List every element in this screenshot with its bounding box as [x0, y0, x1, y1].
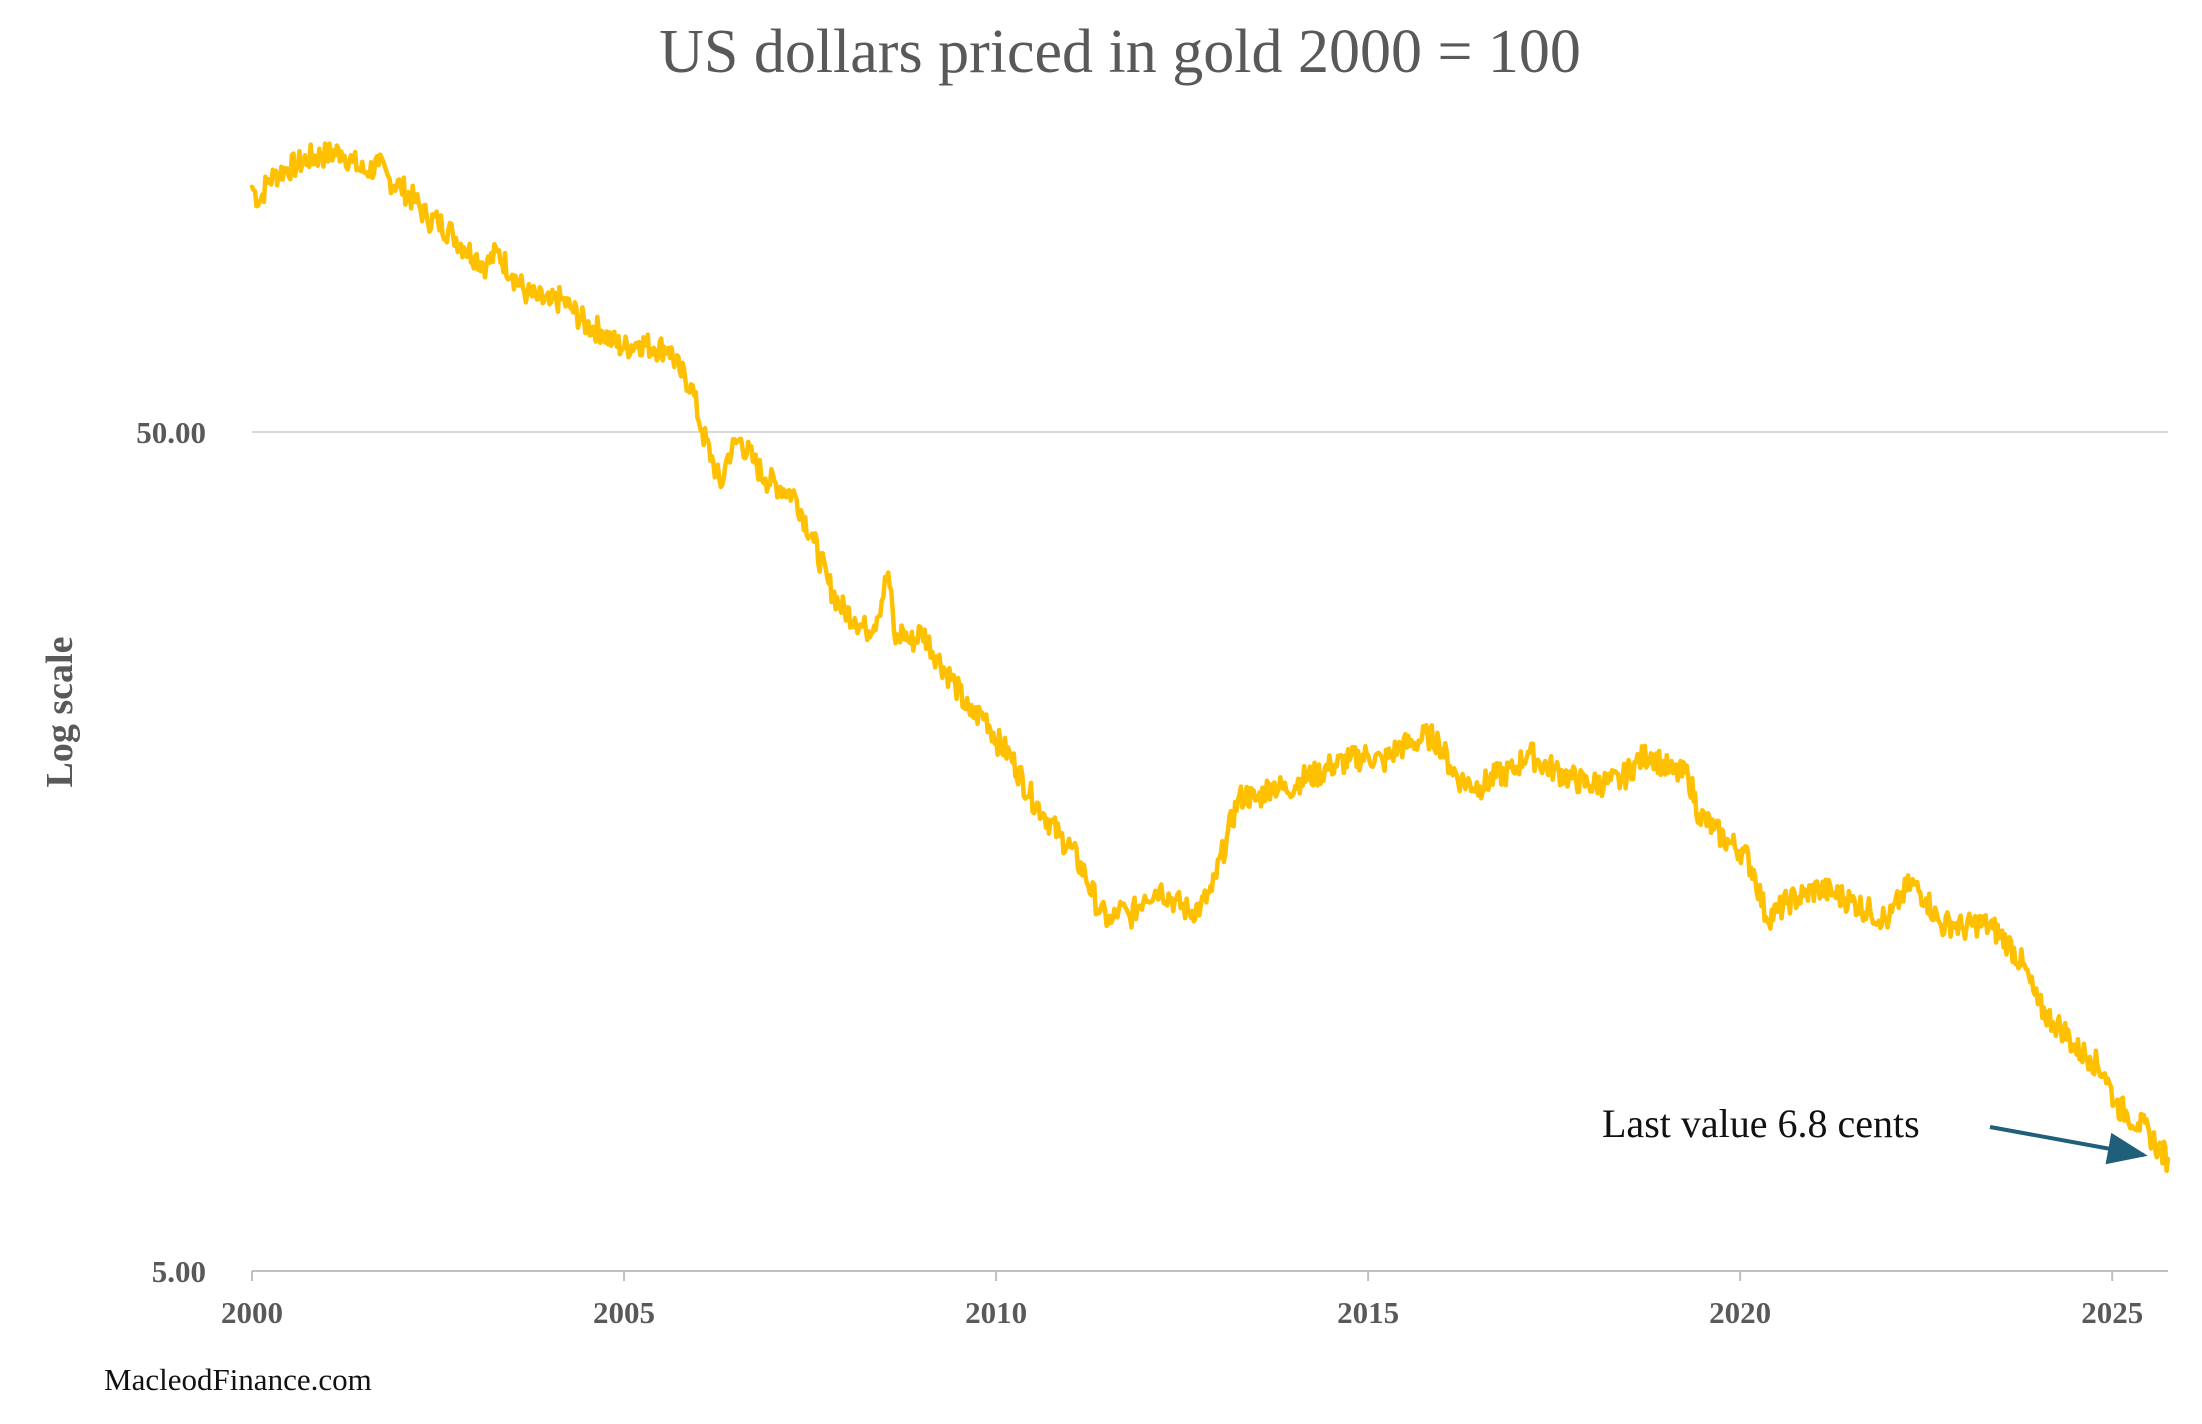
annotation-arrow	[1989, 1125, 2148, 1165]
x-tick-label: 2015	[1337, 1295, 1399, 1330]
source-credit: MacleodFinance.com	[104, 1362, 372, 1397]
x-tick-label: 2020	[1709, 1295, 1771, 1330]
annotation: Last value 6.8 cents	[1602, 1101, 2148, 1165]
y-axis: 5.00 50.00	[136, 415, 206, 1289]
series-line	[249, 141, 2171, 1174]
y-tick-label: 5.00	[152, 1254, 206, 1289]
chart-title: US dollars priced in gold 2000 = 100	[659, 18, 1581, 86]
x-tick-label: 2000	[221, 1295, 283, 1330]
series-layer	[249, 141, 2171, 1174]
x-tick-label: 2025	[2081, 1295, 2143, 1330]
x-tick-label: 2005	[593, 1295, 655, 1330]
x-axis: 2000 2005 2010 2015 2020 2025	[221, 1271, 2143, 1330]
y-axis-label: Log scale	[39, 637, 81, 788]
annotation-text: Last value 6.8 cents	[1602, 1101, 1920, 1146]
x-tick-label: 2010	[965, 1295, 1027, 1330]
y-tick-label: 50.00	[136, 415, 206, 450]
